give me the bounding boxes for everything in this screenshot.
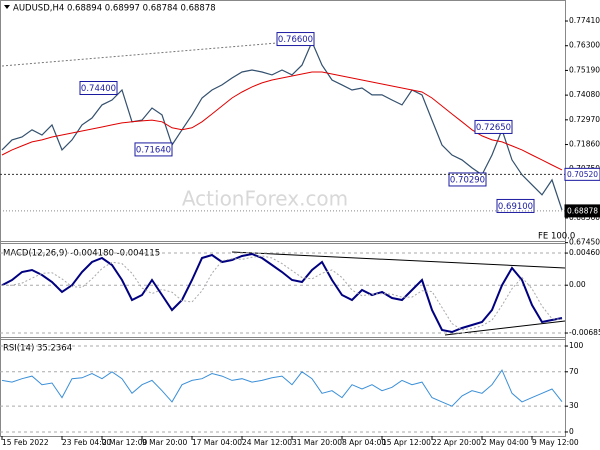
annotation-label: 0.74400 — [81, 84, 116, 94]
y-tick-label: 0.68560 — [569, 213, 600, 222]
y-tick-label: 0 — [569, 427, 574, 436]
series-line — [1, 369, 563, 407]
x-tick-label: 15 Feb 2022 — [2, 438, 49, 447]
watermark: ActionForex.com — [182, 187, 348, 211]
y-tick-label: 0.72970 — [569, 115, 600, 124]
x-tick-label: 2 Mar 12:00 — [102, 438, 148, 447]
price-level-box — [564, 167, 600, 181]
x-tick-label: 9 Mar 20:00 — [142, 438, 188, 447]
annotation-box — [474, 119, 513, 134]
chart-title: AUDUSD,H4 0.68894 0.68997 0.68784 0.6887… — [13, 4, 216, 14]
trend-line — [1, 39, 314, 67]
y-tick-label: 0.67450 — [569, 238, 600, 247]
trend-line — [231, 251, 566, 269]
x-tick-label: 15 Apr 12:00 — [382, 438, 431, 447]
x-tick-label: 23 Feb 04:00 — [62, 438, 111, 447]
series-line — [1, 40, 563, 211]
series-line — [1, 71, 563, 171]
y-tick-label: 0.71860 — [569, 140, 600, 149]
symbol-icon — [4, 5, 10, 9]
annotation-box — [276, 32, 315, 47]
y-tick-label: 0.004608 — [569, 248, 600, 257]
x-tick-label: 24 Mar 12:00 — [242, 438, 292, 447]
annotation-box — [134, 142, 173, 157]
y-tick-label: 0.77410 — [569, 16, 600, 25]
annotation-label: 0.70290 — [450, 175, 485, 185]
x-tick-label: 8 Apr 04:00 — [342, 438, 386, 447]
y-tick-label: 30 — [569, 401, 579, 410]
y-tick-label: 0.74080 — [569, 90, 600, 99]
x-tick-label: 17 Mar 04:00 — [192, 438, 242, 447]
fe-label: FE 100.0 — [538, 232, 575, 242]
annotation-label: 0.72650 — [476, 123, 511, 133]
price-level-box — [564, 204, 600, 218]
x-tick-label: 31 Mar 20:00 — [292, 438, 342, 447]
rsi-title: RSI(14) 35.2364 — [3, 344, 72, 354]
y-tick-label: 70 — [569, 367, 579, 376]
y-tick-label: 0.76300 — [569, 41, 600, 50]
series-line — [1, 252, 563, 334]
y-tick-label: 0.75190 — [569, 65, 600, 74]
annotation-label: 0.69100 — [498, 202, 533, 212]
price-level-label: 0.70520 — [567, 170, 598, 179]
annotation-box — [79, 81, 118, 96]
y-tick-label: 0.00 — [569, 280, 586, 289]
x-tick-label: 2 May 04:00 — [482, 438, 529, 447]
annotation-label: 0.76600 — [278, 35, 313, 45]
annotation-box — [496, 198, 535, 213]
series-line — [2, 255, 563, 331]
plot-frame — [0, 0, 566, 437]
y-tick-label: 100 — [569, 341, 584, 350]
price-level-label: 0.68878 — [567, 206, 598, 215]
x-tick-label: 22 Apr 20:00 — [432, 438, 481, 447]
annotation-label: 0.71640 — [136, 145, 171, 155]
y-tick-label: -0.006853 — [569, 328, 600, 337]
annotation-box — [448, 172, 487, 187]
x-tick-label: 9 May 12:00 — [532, 438, 579, 447]
macd-title: MACD(12,26,9) -0.004180 -0.004115 — [3, 249, 160, 259]
